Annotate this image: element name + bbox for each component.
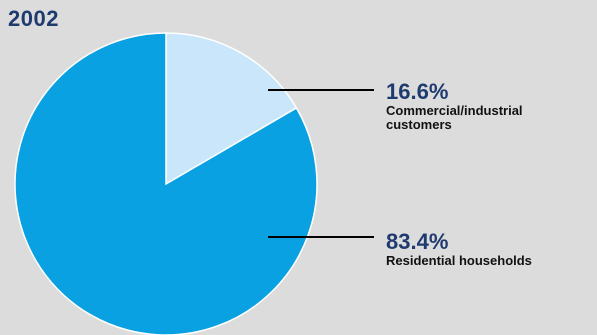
callout-residential: 83.4% Residential households	[386, 230, 586, 268]
slice-label-commercial-line-2: customers	[386, 117, 452, 132]
slice-label-commercial-line-1: Commercial/industrial	[386, 103, 523, 118]
slice-value-commercial: 16.6%	[386, 79, 449, 104]
slice-value-residential: 83.4%	[386, 229, 449, 254]
slice-label-commercial: Commercial/industrial customers	[386, 104, 586, 132]
chart-title: 2002	[8, 6, 59, 31]
slice-label-residential: Residential households	[386, 253, 532, 268]
callout-commercial: 16.6% Commercial/industrial customers	[386, 80, 586, 132]
pie-slice-residential	[14, 32, 318, 335]
pie-slice-commercial	[165, 32, 298, 186]
